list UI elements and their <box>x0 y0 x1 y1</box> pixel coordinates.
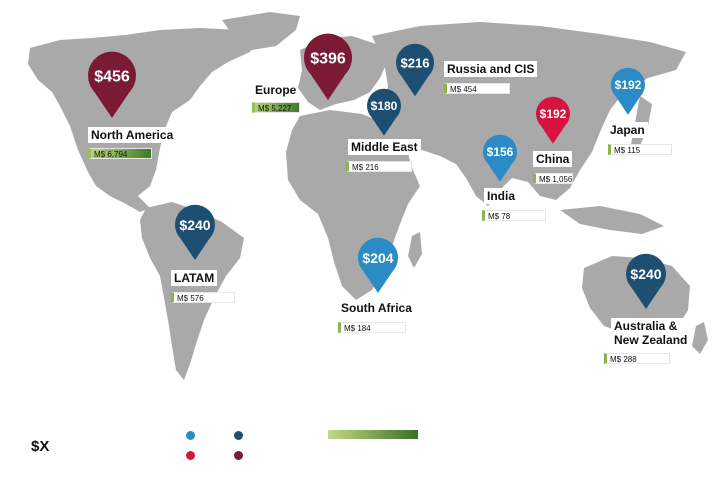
legend-dot-maroon <box>234 451 243 460</box>
land-madagascar <box>408 232 422 268</box>
market-south-africa: M$ 184 <box>338 322 406 333</box>
land-north-america <box>28 28 262 212</box>
legend-price-symbol: $X <box>31 438 50 455</box>
pin-middle-east <box>367 88 401 136</box>
market-middle-east: M$ 216 <box>346 161 412 172</box>
pin-price-india: $156 <box>487 145 514 159</box>
land-south-america <box>140 202 244 380</box>
market-latam: M$ 576 <box>171 292 235 303</box>
pin-russia-cis <box>396 43 434 97</box>
label-north-america: North America <box>88 127 177 143</box>
legend-market-bar <box>328 430 418 439</box>
market-russia-cis: M$ 454 <box>444 83 510 94</box>
pin-china <box>535 96 570 144</box>
market-north-america: M$ 6,794 <box>88 148 152 159</box>
label-japan: Japan <box>607 122 648 138</box>
label-india: India <box>484 188 519 204</box>
label-europe: Europe <box>255 83 297 97</box>
pin-south-africa <box>358 237 399 293</box>
land-greenland <box>222 12 300 50</box>
label-latam: LATAM <box>171 270 218 286</box>
label-russia-cis: Russia and CIS <box>444 61 538 77</box>
pin-price-russia-cis: $216 <box>401 56 430 71</box>
legend-dot-dark-blue <box>234 431 243 440</box>
pin-price-china: $192 <box>540 107 567 121</box>
market-japan: M$ 115 <box>608 144 672 155</box>
pin-latam <box>175 204 215 260</box>
pin-price-australia-nz: $240 <box>630 266 661 282</box>
market-australia-nz: M$ 288 <box>604 353 670 364</box>
land-sea-islands <box>560 206 664 234</box>
legend-dot-light-blue <box>186 431 195 440</box>
label-australia-nz: Australia & New Zealand <box>611 318 691 348</box>
pin-europe <box>304 33 352 101</box>
pin-price-north-america: $456 <box>94 69 130 86</box>
pin-india <box>483 134 517 182</box>
label-australia-line2: New Zealand <box>614 333 688 347</box>
pin-price-middle-east: $180 <box>371 99 398 113</box>
market-europe: M$ 5,227 <box>252 102 300 113</box>
legend-dot-red <box>186 451 195 460</box>
pin-japan <box>611 67 645 115</box>
label-australia-line1: Australia & <box>614 319 678 333</box>
pin-price-japan: $192 <box>615 78 642 92</box>
market-china: M$ 1,056 <box>533 173 573 184</box>
pin-price-latam: $240 <box>179 217 210 233</box>
label-china: China <box>533 151 573 167</box>
pin-price-europe: $396 <box>310 51 346 68</box>
market-india: M$ 78 <box>482 210 546 221</box>
label-south-africa: South Africa <box>338 300 415 316</box>
pin-north-america <box>88 51 136 118</box>
pin-price-south-africa: $204 <box>362 250 393 266</box>
land-new-zealand <box>692 322 708 354</box>
label-middle-east: Middle East <box>348 139 421 155</box>
price-pins: $456 $396 $216 $180 $192 $192 $156 $240 $204 $240 <box>88 33 666 309</box>
pin-australia-nz <box>625 253 666 309</box>
